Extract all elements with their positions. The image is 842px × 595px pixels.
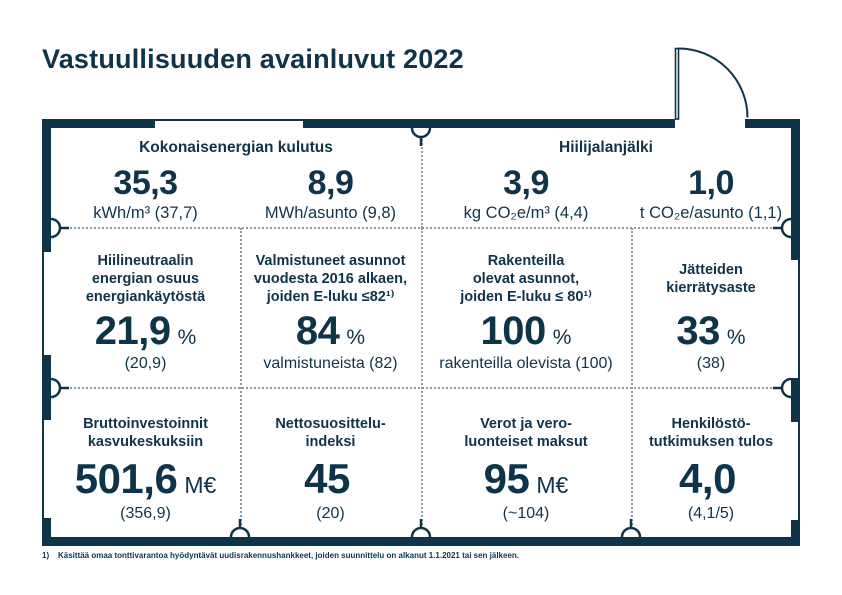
partition-line (421, 128, 423, 228)
kpi-cell-completed-apartments: Valmistuneet asunnot vuodesta 2016 alkae… (240, 228, 421, 388)
kpi-cell-waste-recycling: Jätteiden kierrätysaste 33% (38) (631, 228, 791, 388)
kpi-comparison: (356,9) (120, 505, 171, 522)
kpi-cell-carbon-neutral-energy: Hiilineutraalin energian osuus energiank… (51, 228, 240, 388)
kpi-value: 100 (480, 309, 547, 353)
footnote: 1) Käsittää omaa tonttivarantoa hyödyntä… (42, 551, 519, 561)
metric: 8,9 MWh/asunto (9,8) (240, 163, 421, 223)
wall-fixture-icon (620, 519, 642, 538)
metric-unit: MWh/asunto (9,8) (264, 204, 397, 222)
kpi-value: 4,0 (679, 455, 736, 502)
metric-value: 3,9 (503, 164, 549, 202)
kpi-value: 501,6 (74, 455, 178, 502)
kpi-heading: Henkilöstö- tutkimuksen tulos (648, 416, 774, 450)
metric-value: 8,9 (307, 164, 354, 202)
metric-value: 35,3 (113, 164, 178, 202)
wall-fixture-icon (773, 377, 792, 399)
section-title: Hiilijalanjälki (559, 139, 653, 156)
section-carbon-footprint: Hiilijalanjälki 3,9 kg CO₂e/m³ (4,4) 1,0… (421, 128, 791, 228)
kpi-comparison: (4,1/5) (687, 505, 735, 522)
footnote-text: Käsittää omaa tonttivarantoa hyödyntävät… (58, 551, 520, 560)
page-title: Vastuullisuuden avainluvut 2022 (42, 44, 464, 74)
kpi-value: 21,9 (94, 309, 171, 353)
door-icon (674, 47, 749, 120)
kpi-unit: % (346, 326, 366, 349)
metric: 35,3 kWh/m³ (37,7) (51, 163, 240, 223)
kpi-unit: % (552, 326, 572, 349)
partition-line (240, 228, 242, 537)
metric-value: 1,0 (688, 164, 734, 202)
metric-unit: t CO₂e/asunto (1,1) (639, 204, 783, 222)
partition-line (421, 228, 423, 537)
kpi-heading: Jätteiden kierrätysaste (666, 262, 756, 296)
kpi-value: 84 (295, 309, 340, 353)
kpi-unit: M€ (536, 472, 569, 498)
metric-unit: kWh/m³ (37,7) (93, 204, 198, 222)
wall-fixture-icon (410, 127, 432, 146)
kpi-unit: % (177, 326, 197, 349)
window-symbol (42, 420, 51, 518)
metric: 1,0 t CO₂e/asunto (1,1) (631, 163, 791, 223)
kpi-heading: Nettosuosittelu- indeksi (275, 416, 386, 450)
kpi-unit: M€ (184, 472, 217, 498)
kpi-value: 33 (676, 309, 720, 353)
window-symbol (791, 260, 800, 378)
section-total-energy: Kokonaisenergian kulutus 35,3 kWh/m³ (37… (51, 128, 421, 228)
kpi-comparison: (20) (316, 505, 345, 522)
metric: 3,9 kg CO₂e/m³ (4,4) (421, 163, 631, 223)
wall-fixture-icon (50, 217, 69, 239)
kpi-value: 45 (304, 455, 350, 502)
window-symbol (791, 422, 800, 520)
kpi-cell-under-construction: Rakenteilla olevat asunnot, joiden E-luk… (421, 228, 631, 388)
kpi-heading: Bruttoinvestoinnit kasvukeskuksiin (83, 416, 208, 450)
kpi-cell-taxes: Verot ja vero- luonteiset maksut 95 M€ (~… (421, 388, 631, 537)
kpi-heading: Rakenteilla olevat asunnot, joiden E-luk… (460, 253, 592, 305)
wall-fixture-icon (50, 377, 69, 399)
partition-line (631, 228, 633, 537)
kpi-comparison: (~104) (502, 505, 550, 522)
kpi-comparison: rakenteilla olevista (100) (439, 355, 613, 372)
kpi-unit: % (726, 326, 746, 349)
kpi-comparison: (20,9) (124, 355, 167, 372)
kpi-cell-personnel-survey: Henkilöstö- tutkimuksen tulos 4,0 (4,1/5… (631, 388, 791, 537)
kpi-cell-gross-investments: Bruttoinvestoinnit kasvukeskuksiin 501,6… (51, 388, 240, 537)
door-opening (673, 119, 747, 128)
kpi-value: 95 (483, 455, 530, 502)
kpi-comparison: (38) (696, 355, 726, 372)
kpi-heading: Hiilineutraalin energian osuus energiank… (85, 253, 206, 305)
floorplan-frame: Kokonaisenergian kulutus 35,3 kWh/m³ (37… (42, 47, 800, 546)
section-title: Kokonaisenergian kulutus (139, 139, 333, 156)
kpi-heading: Valmistuneet asunnot vuodesta 2016 alkae… (253, 253, 408, 305)
kpi-cell-net-promoter-score: Nettosuosittelu- indeksi 45 (20) (240, 388, 421, 537)
window-symbol (155, 119, 303, 128)
footnote-marker: 1) (42, 551, 50, 560)
metric-unit: kg CO₂e/m³ (4,4) (463, 204, 589, 222)
wall-fixture-icon (229, 519, 251, 538)
kpi-heading: Verot ja vero- luonteiset maksut (464, 416, 588, 450)
wall-fixture-icon (773, 217, 792, 239)
wall-fixture-icon (410, 519, 432, 538)
window-symbol (42, 252, 51, 355)
kpi-comparison: valmistuneista (82) (263, 355, 398, 372)
